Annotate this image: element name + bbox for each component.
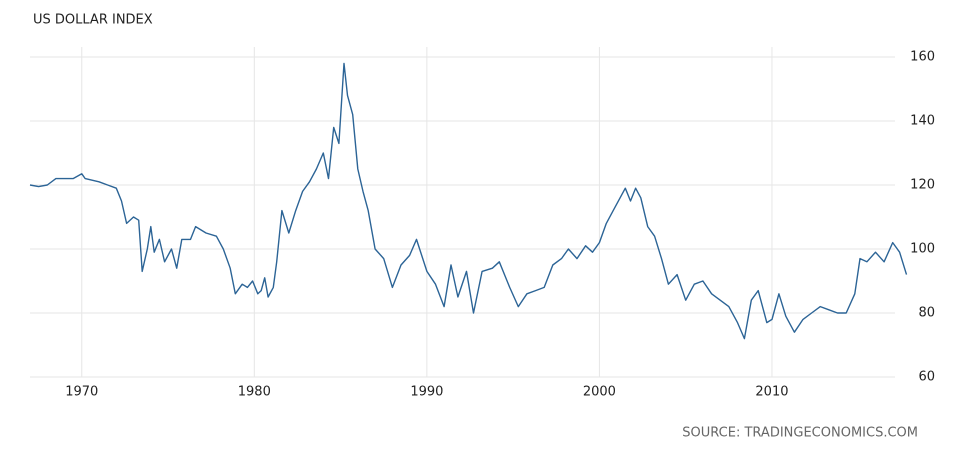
x-tick-label: 1990	[410, 385, 443, 400]
y-tick-label: 120	[910, 178, 935, 193]
x-tick-label: 2010	[755, 385, 788, 400]
x-tick-label: 1970	[65, 385, 98, 400]
x-tick-label: 2000	[583, 385, 616, 400]
y-tick-label: 160	[910, 50, 935, 65]
y-tick-label: 80	[918, 306, 935, 321]
data-line	[29, 62, 908, 340]
chart-title: US DOLLAR INDEX	[33, 13, 153, 28]
x-tick-label: 1980	[238, 385, 271, 400]
y-tick-label: 60	[918, 370, 935, 385]
y-tick-label: 100	[910, 242, 935, 257]
source: SOURCE: TRADINGECONOMICS.COM	[682, 426, 918, 441]
y-tick-label: 140	[910, 114, 935, 129]
